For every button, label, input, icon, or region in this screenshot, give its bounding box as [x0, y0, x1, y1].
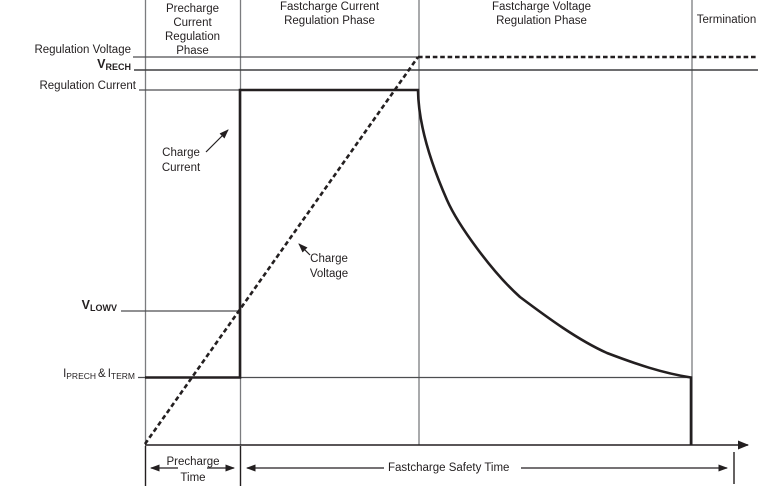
iterm-subscript: TERM	[110, 371, 135, 381]
label-precharge-time: Precharge Time	[166, 456, 220, 484]
label-regulation-voltage: Regulation Voltage	[34, 44, 131, 56]
phase-label-fastcharge-current: Fastcharge Current Regulation Phase	[279, 1, 380, 27]
phase-label-termination: Termination	[696, 14, 757, 26]
phase-label-fastcharge-voltage: Fastcharge Voltage Regulation Phase	[491, 1, 592, 27]
charge-voltage-ramp-curve	[143, 56, 420, 445]
iprech-symbol: I	[63, 368, 67, 380]
charge-current-curve	[145, 88, 693, 445]
vlowv-subscript: LOWV	[90, 303, 117, 313]
annotation-charge-current: Charge Current	[161, 147, 201, 174]
ampersand: &	[98, 368, 106, 380]
label-vlowv: VLOWV	[0, 298, 117, 313]
label-vrech: VRECH	[0, 57, 131, 72]
vlowv-symbol: V	[81, 298, 90, 312]
iterm-symbol: I	[107, 368, 111, 380]
label-iprech-iterm: IPRECH & ITERM	[0, 368, 135, 380]
charge-current-annotation-arrow	[205, 129, 229, 153]
annotation-charge-voltage: Charge Voltage	[309, 253, 349, 280]
label-fastcharge-safety-time: Fastcharge Safety Time	[388, 462, 510, 474]
vrech-subscript: RECH	[105, 62, 131, 72]
iprech-subscript: PRECH	[66, 371, 97, 381]
label-regulation-current: Regulation Current	[39, 80, 136, 92]
phase-label-precharge: Precharge Current Regulation Phase	[165, 3, 220, 57]
charge-voltage-annotation-arrow	[298, 243, 311, 256]
vrech-symbol: V	[97, 57, 106, 71]
